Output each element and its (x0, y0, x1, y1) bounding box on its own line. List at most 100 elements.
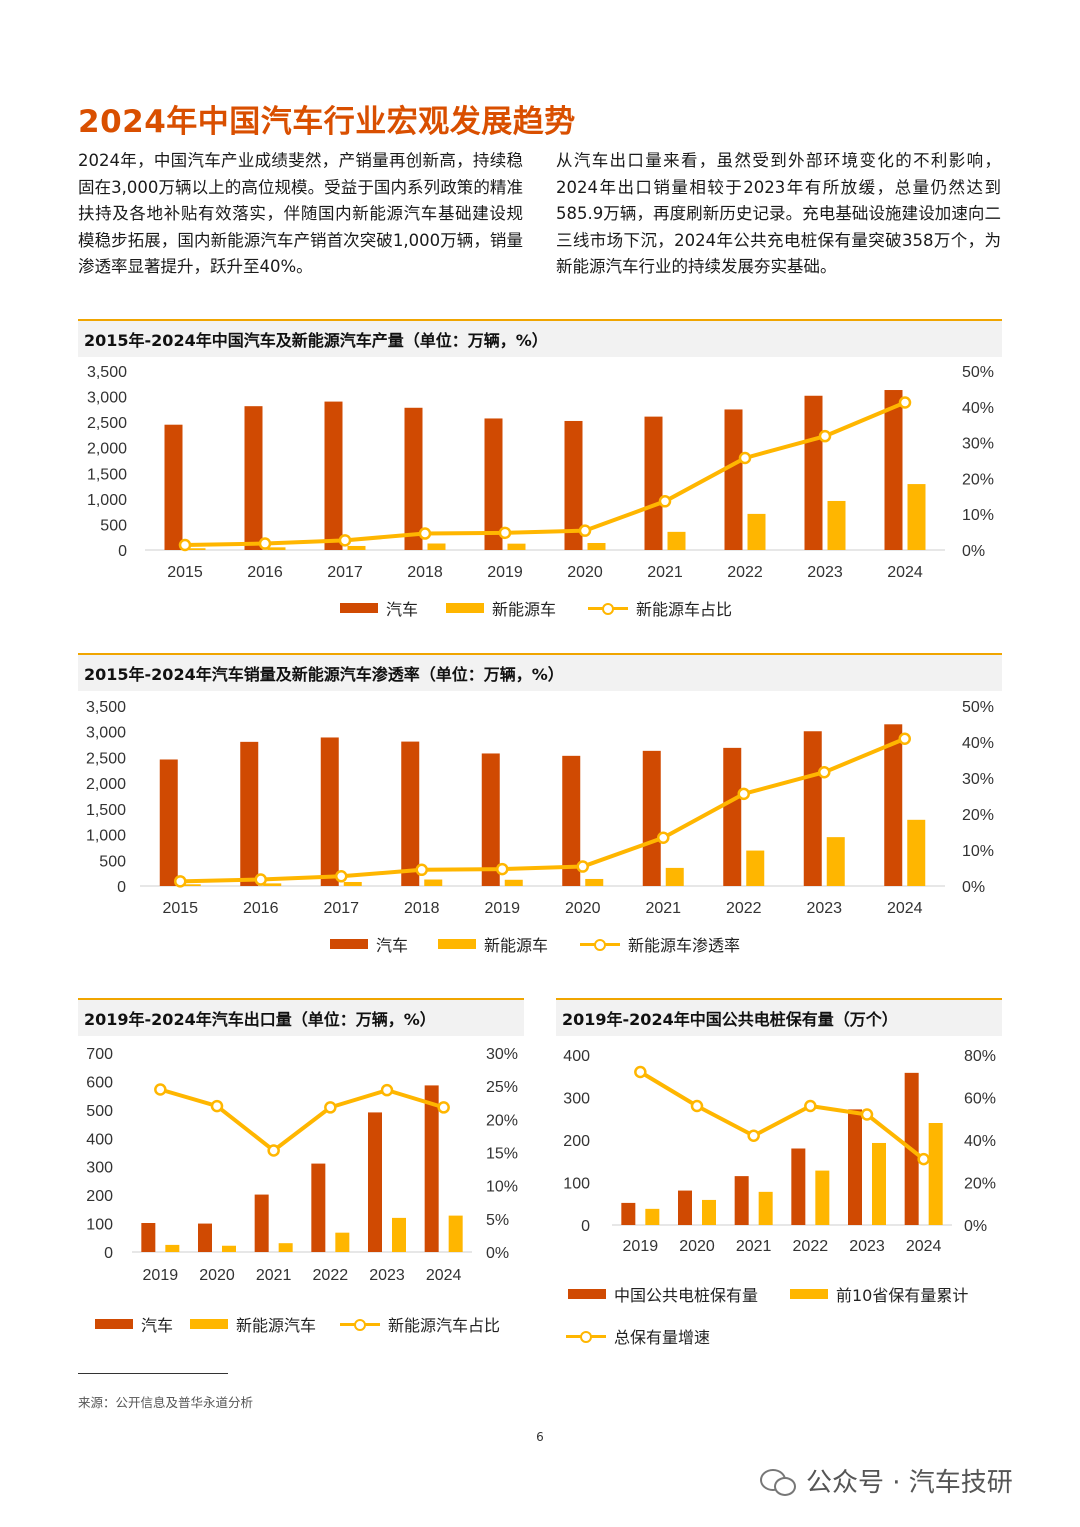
source-divider (78, 1373, 228, 1374)
line-point (418, 527, 432, 540)
y-tick-label-right: 30% (962, 436, 994, 453)
bar-primary (804, 395, 823, 550)
bar-primary (484, 418, 503, 550)
line-point (747, 1129, 760, 1142)
watermark: 公众号 · 汽车技研 (760, 1462, 1013, 1499)
bar-secondary (827, 500, 846, 550)
x-tick-label: 2024 (887, 900, 923, 917)
chart-title-production: 2015年-2024年中国汽车及新能源汽车产量（单位：万辆，%） (78, 319, 1002, 357)
y-tick-label-right: 20% (486, 1112, 518, 1129)
legend-item-nev-share: 新能源汽车占比 (340, 1312, 500, 1336)
bar-secondary (182, 884, 201, 886)
y-tick-label-left: 400 (563, 1048, 590, 1065)
bar-secondary (222, 1245, 236, 1252)
bar-primary (404, 407, 423, 550)
y-tick-label-right: 30% (486, 1046, 518, 1063)
legend-item-car: 汽车 (330, 932, 408, 956)
y-tick-label-right: 40% (964, 1133, 996, 1150)
y-tick-label-right: 60% (964, 1091, 996, 1108)
bar-secondary (263, 883, 282, 886)
legend-item-nev: 新能源车 (446, 596, 556, 620)
y-tick-label-left: 3,500 (87, 364, 127, 381)
x-tick-label: 2020 (199, 1267, 235, 1284)
bar-secondary (187, 548, 206, 550)
x-tick-label: 2017 (327, 564, 363, 581)
chart-production: 3,500 3,000 2,500 2,000 1,500 1,000 500 0 50% 40%… (87, 364, 994, 581)
y-tick-label-left: 2,000 (87, 441, 127, 458)
line-point (498, 526, 512, 540)
y-tick-label-right: 40% (962, 400, 994, 417)
x-tick-label: 2021 (645, 900, 681, 917)
x-tick-label: 2019 (143, 1267, 179, 1284)
bar-primary (481, 753, 500, 886)
x-tick-label: 2020 (679, 1238, 715, 1255)
bar-secondary (746, 850, 765, 886)
y-tick-label-right: 20% (962, 471, 994, 488)
y-tick-label-left: 0 (118, 543, 127, 560)
y-tick-label-left: 0 (117, 879, 126, 896)
x-tick-label: 2023 (806, 900, 842, 917)
x-tick-label: 2021 (256, 1267, 292, 1284)
bar-secondary (667, 531, 686, 550)
line-point (898, 732, 911, 746)
line-point (258, 537, 272, 550)
y-tick-label-right: 20% (964, 1176, 996, 1193)
y-tick-label-right: 10% (962, 507, 994, 524)
line-point (737, 787, 750, 801)
legend-item-top10-provinces: 前10省保有量累计 (790, 1282, 968, 1306)
y-tick-label-left: 3,000 (86, 725, 126, 742)
legend-exports: 汽车 新能源汽车 新能源汽车占比 (0, 1312, 540, 1338)
x-tick-label: 2024 (426, 1267, 462, 1284)
bar-secondary (928, 1123, 943, 1225)
bar-secondary (448, 1215, 463, 1252)
bar-primary (884, 724, 903, 886)
intro-paragraph-right: 从汽车出口量来看，虽然受到外部环境变化的不利影响，2024年出口销量相较于202… (556, 151, 1001, 276)
y-tick-label-left: 2,500 (87, 415, 127, 432)
line-point (335, 870, 348, 883)
bar-secondary (343, 881, 362, 886)
legend-chargers: 中国公共电桩保有量 前10省保有量累计 总保有量增速 (540, 1282, 1080, 1352)
y-tick-label-left: 500 (86, 1103, 113, 1120)
bar-primary (562, 755, 581, 886)
x-tick-label: 2018 (404, 900, 440, 917)
line-point (437, 1101, 450, 1114)
y-tick-label-left: 600 (86, 1074, 113, 1091)
line-point (658, 495, 672, 508)
bar-secondary (165, 1244, 180, 1252)
y-tick-label-right: 50% (962, 364, 994, 381)
bar-secondary (507, 543, 526, 550)
y-tick-label-right: 40% (962, 735, 994, 752)
bar-secondary (392, 1217, 406, 1252)
y-tick-label-left: 2,000 (86, 776, 126, 793)
line-point (578, 524, 592, 537)
legend-sales: 汽车 新能源车 新能源车渗透率 (0, 932, 1080, 958)
bar-secondary (907, 484, 926, 550)
bar-primary (198, 1223, 212, 1252)
legend-production: 汽车 新能源车 新能源车占比 (0, 596, 1080, 622)
y-tick-label-right: 30% (962, 771, 994, 788)
line-series (639, 1070, 925, 1161)
line-point (178, 538, 192, 552)
bar-secondary (645, 1208, 660, 1225)
x-tick-label: 2015 (162, 900, 198, 917)
y-tick-label-left: 200 (563, 1133, 590, 1150)
bar-primary (642, 750, 661, 886)
legend-item-nev: 新能源汽车 (190, 1312, 316, 1336)
y-tick-label-right: 25% (486, 1079, 518, 1096)
y-tick-label-left: 1,500 (86, 802, 126, 819)
y-tick-label-left: 1,500 (87, 466, 127, 483)
line-point (657, 831, 670, 845)
bar-primary (678, 1190, 692, 1225)
bar-secondary (747, 513, 766, 550)
source-note: 来源：公开信息及普华永道分析 (78, 1395, 254, 1410)
bar-secondary (278, 1243, 293, 1252)
x-tick-label: 2021 (736, 1238, 772, 1255)
x-tick-label: 2024 (887, 564, 923, 581)
bar-primary (324, 401, 343, 550)
x-tick-label: 2021 (647, 564, 683, 581)
line-point (917, 1152, 930, 1166)
bar-primary (724, 409, 743, 550)
chart-title-chargers: 2019年-2024年中国公共电桩保有量（万个） (556, 998, 1002, 1036)
bar-primary (320, 737, 339, 886)
line-point (254, 873, 267, 886)
